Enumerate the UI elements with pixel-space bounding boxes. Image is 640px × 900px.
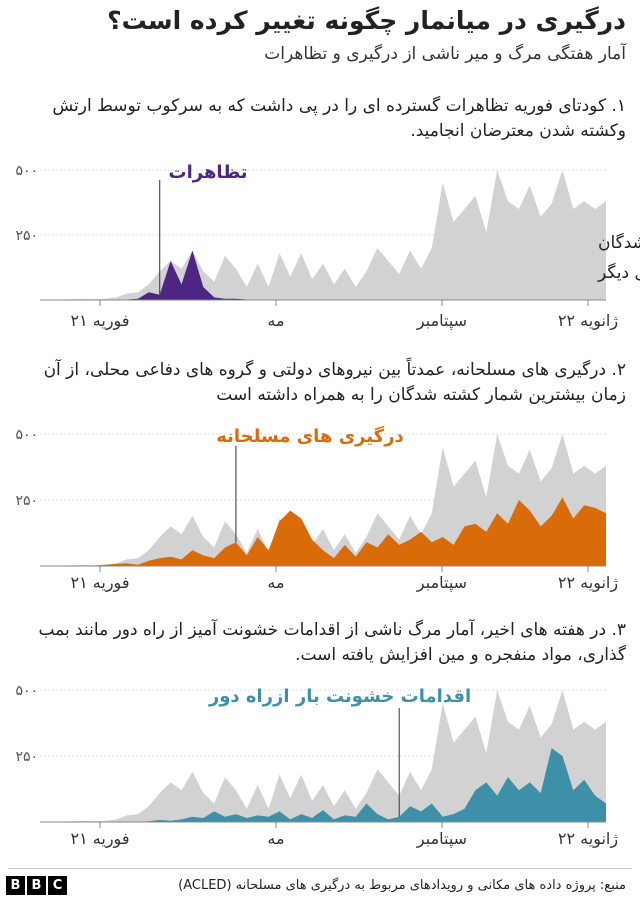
panel-3-description: ۳. در هفته های اخیر، آمار مرگ ناشی از اق… <box>38 620 626 665</box>
series-label: اقدامات خشونت بار ازراه دور <box>208 686 471 707</box>
y-tick-label: ۵۰۰ <box>15 427 38 443</box>
area-total <box>40 690 606 822</box>
footer-divider <box>8 868 632 869</box>
area-protest <box>40 250 606 300</box>
y-tick-label: ۲۵۰ <box>15 493 38 509</box>
x-tick-label: ژانویه ۲۲ <box>558 311 618 331</box>
total-area-annotation: مجموع کشته شدگان <box>598 232 640 253</box>
source-note: منبع: پروژه داده های مکانی و رویدادهای م… <box>178 878 626 893</box>
x-tick-label: فوریه ۲۱ <box>71 573 130 593</box>
bbc-logo-letter: B <box>6 876 25 895</box>
x-tick-label: سپتامبر <box>416 829 467 849</box>
area-armed <box>40 497 606 566</box>
chart-title: درگیری در میانمار چگونه تغییر کرده است؟ <box>107 6 626 35</box>
x-tick-label: فوریه ۲۱ <box>71 829 130 849</box>
chart-subtitle: آمار هفتگی مرگ و میر ناشی از درگیری و تظ… <box>264 44 626 64</box>
bbc-logo-letter: B <box>27 876 46 895</box>
y-tick-label: ۵۰۰ <box>15 163 38 179</box>
panel-3-chart: ۲۵۰ ۵۰۰ فوریه ۲۱ مه سپتامبر ژانویه ۲۲ اقدامات … <box>15 683 618 849</box>
panel-1-chart: ۲۵۰ ۵۰۰ فوریه ۲۱ مه سپتامبر ژانویه ۲۲ تظاهرات م… <box>15 162 640 331</box>
x-tick-label: ژانویه ۲۲ <box>558 573 618 593</box>
total-area-annotation: درگیری های دیگر <box>597 262 640 283</box>
x-tick-label: فوریه ۲۱ <box>71 311 130 331</box>
x-tick-label: سپتامبر <box>416 573 467 593</box>
x-tick-label: مه <box>267 573 284 592</box>
x-tick-label: مه <box>267 311 284 330</box>
area-total <box>40 170 606 300</box>
area-remote <box>40 748 606 822</box>
series-label: تظاهرات <box>169 162 248 183</box>
y-tick-label: ۲۵۰ <box>15 228 38 244</box>
bbc-logo: B B C <box>6 876 67 895</box>
x-tick-label: سپتامبر <box>416 311 467 331</box>
panel-2-description: ۲. درگیری های مسلحانه، عمدتاً بین نیروها… <box>43 360 626 405</box>
x-tick-label: ژانویه ۲۲ <box>558 829 618 849</box>
series-label: درگیری های مسلحانه <box>216 425 404 447</box>
bbc-logo-letter: C <box>48 876 67 895</box>
x-tick-label: مه <box>267 829 284 848</box>
y-tick-label: ۲۵۰ <box>15 749 38 765</box>
panel-1-description: ۱. کودتای فوریه تظاهرات گسترده ای را در … <box>52 96 626 141</box>
y-tick-label: ۵۰۰ <box>15 683 38 699</box>
panel-2-chart: ۲۵۰ ۵۰۰ فوریه ۲۱ مه سپتامبر ژانویه ۲۲ درگیری ه… <box>15 425 618 593</box>
